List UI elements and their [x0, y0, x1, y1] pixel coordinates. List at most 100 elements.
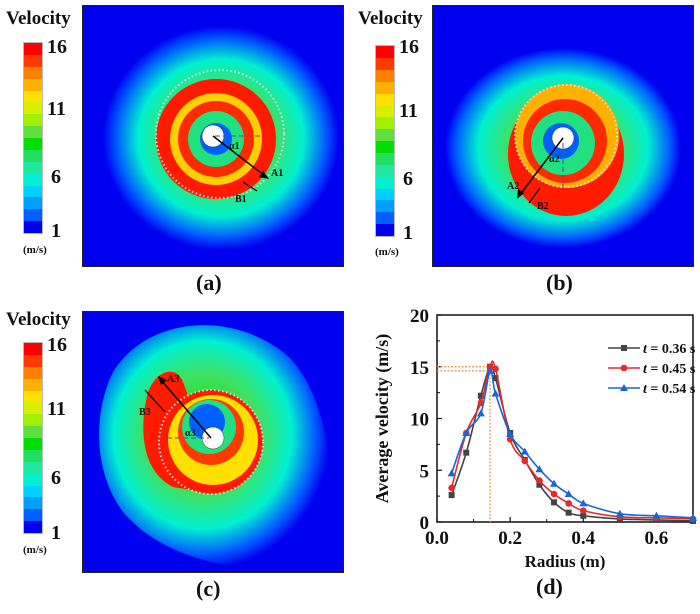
- panel-label-b: (b): [546, 270, 573, 295]
- data-point: [476, 409, 485, 417]
- reference-lines: [437, 366, 491, 522]
- label-alpha3: α3: [185, 428, 196, 439]
- colorbar-segment: [376, 46, 394, 58]
- colorbar-segment: [376, 105, 394, 118]
- y-tick-label: 20: [410, 306, 429, 327]
- data-point: [447, 469, 456, 477]
- velocity-field-a: A1 B1 α1: [82, 5, 344, 267]
- data-point: [463, 449, 470, 456]
- data-point: [536, 477, 543, 484]
- boundary-dots: [514, 84, 618, 188]
- colorbar-segment: [24, 197, 42, 210]
- data-point: [565, 500, 572, 507]
- data-point: [448, 492, 455, 499]
- y-tick-label: 5: [420, 461, 430, 482]
- colorbar-segment: [376, 69, 394, 82]
- boundary-dots: [155, 69, 285, 199]
- colorbar-title: Velocity: [6, 309, 71, 330]
- panel-label-c: (c): [196, 576, 221, 601]
- arrow-a1: [212, 135, 266, 177]
- colorbar-segment: [24, 54, 42, 67]
- data-point: [564, 490, 573, 498]
- velocity-field-b: A2 B2 α2: [432, 5, 694, 267]
- panel-label-d: (d): [536, 574, 563, 599]
- colorbar-segment: [24, 414, 42, 427]
- panel-c: Velocity 16 11 6 1 (m/s) A3: [0, 300, 350, 609]
- panel-b: Velocity 16 11 6 1 (m/s) A2 B: [350, 0, 700, 300]
- series-2: [448, 360, 697, 523]
- data-point: [652, 511, 661, 519]
- data-point: [492, 365, 499, 373]
- contour-plot-a: A1 B1 α1: [103, 26, 339, 250]
- colorbar-segment: [376, 212, 394, 225]
- colorbar-segment: [24, 426, 42, 438]
- legend-marker: [620, 364, 628, 372]
- colorbar-segment: [376, 57, 394, 70]
- legend-entry: t = 0.45 s: [608, 362, 696, 377]
- colorbar-tick-11: 11: [47, 98, 66, 120]
- legend-label: t = 0.54 s: [643, 382, 696, 397]
- data-point: [580, 512, 587, 519]
- colorbar-segment: [24, 173, 42, 186]
- data-point: [551, 499, 558, 506]
- legend-entry: t = 0.54 s: [608, 382, 696, 397]
- chart-legend: t = 0.36 s t = 0.45 s t = 0.54 s: [608, 342, 696, 397]
- colorbar-tick-16: 16: [47, 334, 67, 356]
- colorbar-tick-1: 1: [51, 220, 61, 242]
- colorbar-segment: [24, 497, 42, 510]
- label-alpha1: α1: [229, 141, 240, 152]
- colorbar-segment: [24, 114, 42, 127]
- series-line: [450, 369, 694, 519]
- colorbar-segment: [24, 354, 42, 367]
- colorbar-segment: [376, 93, 394, 106]
- colorbar-tick-16: 16: [399, 36, 419, 58]
- colorbar-tick-6: 6: [403, 168, 413, 190]
- x-tick-label: 0.2: [498, 528, 522, 549]
- colorbar-segment: [24, 66, 42, 79]
- colorbar-tick-16: 16: [47, 36, 67, 58]
- colorbar-unit: (m/s): [23, 544, 47, 556]
- colorbar-segment: [24, 343, 42, 355]
- legend-marker: [621, 345, 627, 351]
- data-point: [550, 490, 558, 498]
- data-point: [477, 392, 484, 399]
- colorbar-segment: [24, 138, 42, 150]
- colorbar-tick-1: 1: [51, 522, 61, 544]
- colorbar-tick-6: 6: [51, 166, 61, 188]
- colorbar-segment: [24, 126, 42, 138]
- colorbar-unit: (m/s): [375, 246, 399, 258]
- colorbar-title: Velocity: [6, 8, 71, 29]
- line-chart: 0.0 0.2 0.4 0.6 0 5 10 15 20 t = 0.36 s t = 0.45 …: [372, 306, 697, 571]
- legend-label: t = 0.36 s: [643, 342, 696, 357]
- data-point: [579, 507, 587, 514]
- colorbar-segment: [24, 366, 42, 379]
- y-tick-label: 0: [420, 513, 430, 534]
- velocity-field-c: A3 B3 α3: [82, 311, 344, 573]
- colorbar-segment: [24, 78, 42, 91]
- data-point: [689, 513, 697, 521]
- label-b1: B1: [235, 194, 247, 205]
- label-a2: A2: [507, 181, 519, 192]
- colorbar-segment: [24, 209, 42, 222]
- legend-label: t = 0.45 s: [643, 362, 696, 377]
- data-point: [486, 363, 494, 371]
- data-point: [565, 509, 572, 516]
- colorbar: [375, 45, 395, 237]
- label-b2: B2: [537, 201, 549, 212]
- colorbar-unit: (m/s): [23, 244, 47, 256]
- colorbar-segment: [24, 221, 42, 233]
- series-3: [447, 366, 697, 521]
- colorbar-segment: [24, 402, 42, 415]
- data-point: [491, 389, 500, 397]
- chart-axes: 0.0 0.2 0.4 0.6 0 5 10 15 20: [410, 306, 694, 549]
- x-tick-label: 0.4: [571, 528, 595, 549]
- colorbar: [23, 42, 43, 234]
- data-point: [579, 499, 588, 507]
- boundary-dots: [158, 389, 264, 495]
- y-tick-label: 15: [410, 358, 429, 379]
- panel-label-a: (a): [196, 270, 222, 295]
- colorbar-segment: [24, 185, 42, 198]
- data-point: [550, 479, 559, 487]
- label-a1: A1: [271, 168, 283, 179]
- panel-a: Velocity 16 11 6 1 (m/s) A1 B1: [0, 0, 350, 300]
